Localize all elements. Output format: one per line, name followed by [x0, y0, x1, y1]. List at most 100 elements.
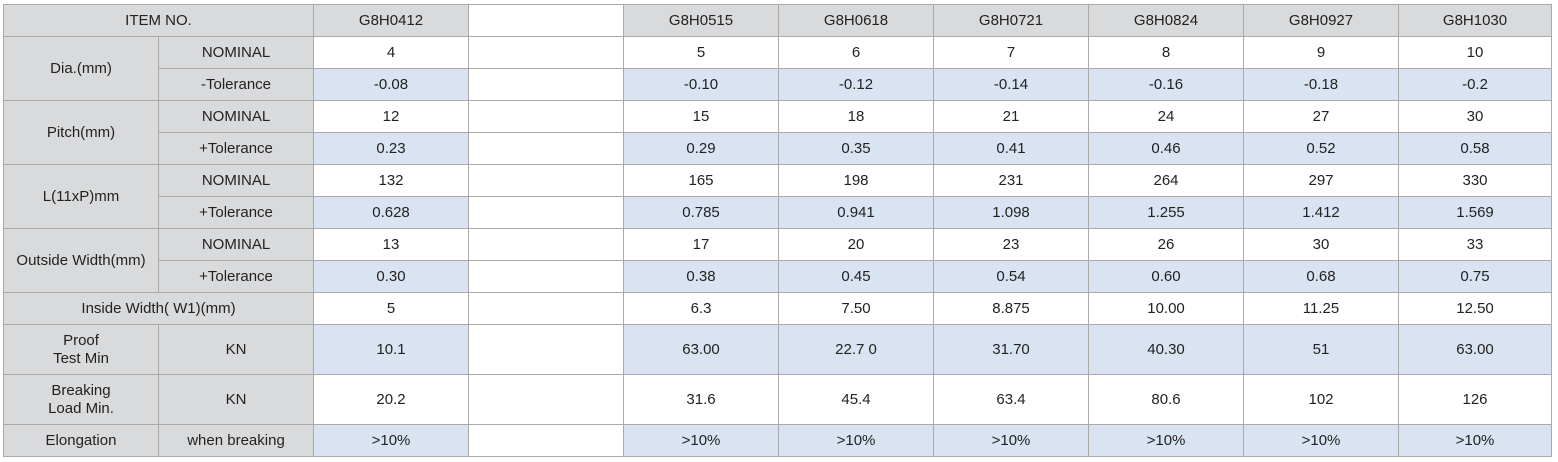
table-row: Elongation when breaking >10% >10% >10% >10% >… — [3, 424, 1553, 457]
label-line: Breaking — [51, 381, 111, 399]
value-cell: 10 — [1398, 36, 1553, 69]
value-cell: 31.70 — [933, 324, 1090, 375]
header-row: ITEM NO. G8H0412 G8H0515 G8H0618 G8H0721… — [2, 4, 1553, 37]
blank-cell — [468, 228, 625, 261]
value-cell: 30 — [1243, 228, 1400, 261]
value-cell: 0.35 — [778, 132, 935, 165]
label-line: Load Min. — [48, 399, 114, 417]
value-cell: 0.60 — [1088, 260, 1245, 293]
table-row: -Tolerance -0.08 -0.10 -0.12 -0.14 -0.16 -0.18… — [4, 68, 1553, 101]
blank-cell — [468, 196, 625, 229]
value-cell: 15 — [623, 100, 780, 133]
table-row: Dia.(mm) NOMINAL 4 5 6 7 8 9 10 — [3, 36, 1553, 101]
value-cell: 0.628 — [313, 196, 470, 229]
value-cell: 0.58 — [1398, 132, 1553, 165]
value-cell: 0.68 — [1243, 260, 1400, 293]
value-cell: 231 — [933, 164, 1090, 197]
table-row: Outside Width(mm) NOMINAL 13 17 20 23 26 30 33 — [3, 228, 1553, 293]
blank-cell — [468, 374, 625, 425]
value-cell: 80.6 — [1088, 374, 1245, 425]
value-cell: 27 — [1243, 100, 1400, 133]
value-cell: 7 — [933, 36, 1090, 69]
sub-label: +Tolerance — [157, 196, 315, 229]
value-cell: 198 — [778, 164, 935, 197]
unit-label: KN — [157, 374, 315, 425]
value-cell: 13 — [313, 228, 470, 261]
sub-label: +Tolerance — [157, 260, 315, 293]
value-cell: 23 — [933, 228, 1090, 261]
value-cell: 0.30 — [313, 260, 470, 293]
value-cell: 45.4 — [778, 374, 935, 425]
breaking-load-label: Breaking Load Min. — [3, 374, 159, 425]
value-cell: 17 — [623, 228, 780, 261]
value-cell: 4 — [313, 36, 470, 69]
value-cell: >10% — [1398, 424, 1553, 457]
value-cell: 1.569 — [1398, 196, 1553, 229]
value-cell: -0.18 — [1243, 68, 1400, 101]
model-header: G8H0721 — [933, 4, 1090, 37]
blank-cell — [468, 164, 625, 197]
value-cell: 0.45 — [778, 260, 935, 293]
value-cell: 0.38 — [623, 260, 780, 293]
value-cell: >10% — [778, 424, 935, 457]
value-cell: -0.08 — [313, 68, 470, 101]
value-cell: 1.412 — [1243, 196, 1400, 229]
value-cell: 297 — [1243, 164, 1400, 197]
sub-label: +Tolerance — [157, 132, 315, 165]
value-cell: 1.255 — [1088, 196, 1245, 229]
group-label: Dia.(mm) — [3, 36, 159, 101]
group-label: Pitch(mm) — [3, 100, 159, 165]
blank-cell — [468, 292, 625, 325]
value-cell: 0.29 — [623, 132, 780, 165]
table-row: L(11xP)mm NOMINAL 132 165 198 231 264 297 330 — [3, 164, 1553, 229]
value-cell: >10% — [1088, 424, 1245, 457]
value-cell: 6.3 — [623, 292, 780, 325]
value-cell: 330 — [1398, 164, 1553, 197]
value-cell: 5 — [313, 292, 470, 325]
spec-table-body: ITEM NO. G8H0412 G8H0515 G8H0618 G8H0721… — [2, 4, 1553, 457]
value-cell: 11.25 — [1243, 292, 1400, 325]
value-cell: 20.2 — [313, 374, 470, 425]
table-row: +Tolerance 0.628 0.785 0.941 1.098 1.255 1.412… — [4, 196, 1553, 229]
blank-cell — [468, 424, 625, 457]
table-row: +Tolerance 0.23 0.29 0.35 0.41 0.46 0.52 0.58 — [4, 132, 1553, 165]
value-cell: 1.098 — [933, 196, 1090, 229]
value-cell: 26 — [1088, 228, 1245, 261]
value-cell: 31.6 — [623, 374, 780, 425]
model-header: G8H0824 — [1088, 4, 1245, 37]
value-cell: 21 — [933, 100, 1090, 133]
value-cell: 30 — [1398, 100, 1553, 133]
value-cell: 0.785 — [623, 196, 780, 229]
model-header-blank — [468, 4, 625, 37]
value-cell: 63.00 — [1398, 324, 1553, 375]
value-cell: 165 — [623, 164, 780, 197]
model-header: G8H0515 — [623, 4, 780, 37]
label-line: Proof — [63, 331, 99, 349]
value-cell: -0.14 — [933, 68, 1090, 101]
model-header: G8H0618 — [778, 4, 935, 37]
value-cell: 20 — [778, 228, 935, 261]
model-header: G8H1030 — [1398, 4, 1553, 37]
proof-test-label: Proof Test Min — [3, 324, 159, 375]
model-header: G8H0412 — [313, 4, 470, 37]
value-cell: 40.30 — [1088, 324, 1245, 375]
table-row: Inside Width( W1)(mm) 5 6.3 7.50 8.875 10.00 1… — [2, 292, 1553, 325]
value-cell: >10% — [313, 424, 470, 457]
value-cell: 0.54 — [933, 260, 1090, 293]
value-cell: 0.46 — [1088, 132, 1245, 165]
blank-cell — [468, 100, 625, 133]
group-label: L(11xP)mm — [3, 164, 159, 229]
value-cell: 126 — [1398, 374, 1553, 425]
sub-label: -Tolerance — [157, 68, 315, 101]
unit-label: when breaking — [157, 424, 315, 457]
value-cell: -0.10 — [623, 68, 780, 101]
value-cell: >10% — [1243, 424, 1400, 457]
label-line: Test Min — [53, 349, 109, 367]
value-cell: -0.16 — [1088, 68, 1245, 101]
value-cell: 0.75 — [1398, 260, 1553, 293]
value-cell: 63.4 — [933, 374, 1090, 425]
value-cell: -0.2 — [1398, 68, 1553, 101]
value-cell: 8.875 — [933, 292, 1090, 325]
value-cell: 0.41 — [933, 132, 1090, 165]
value-cell: 51 — [1243, 324, 1400, 375]
